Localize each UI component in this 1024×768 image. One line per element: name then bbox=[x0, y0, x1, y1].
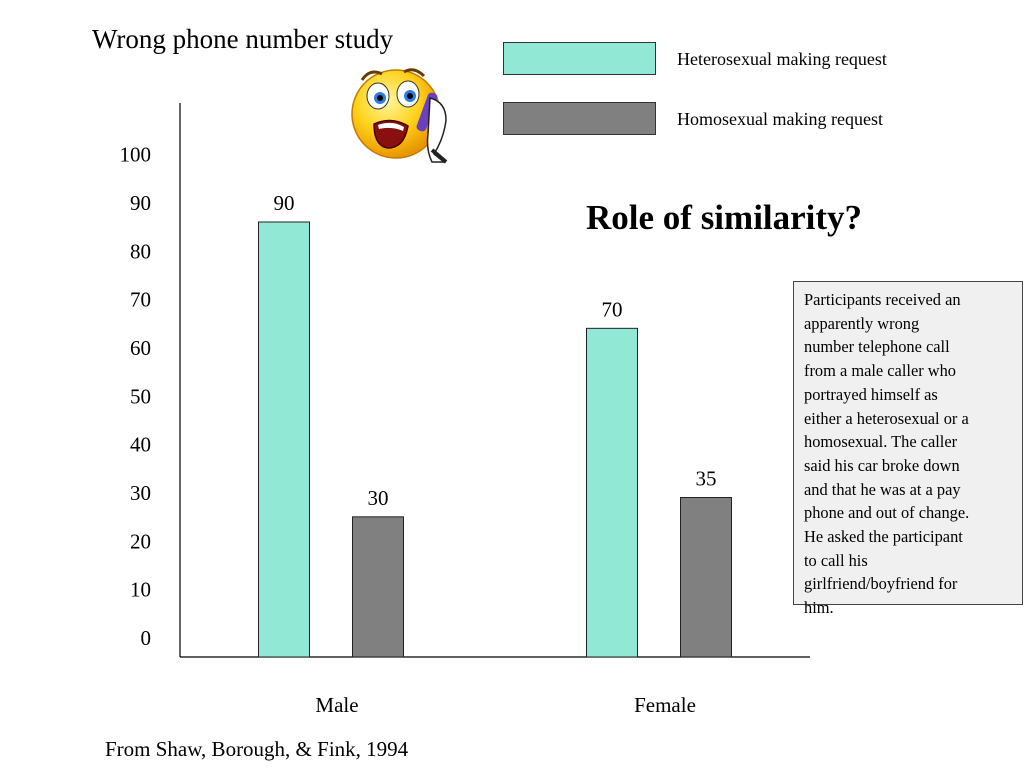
note-line: to call his bbox=[804, 550, 868, 570]
bar-value-label: 30 bbox=[368, 486, 389, 510]
note-line: and that he was at a pay bbox=[804, 479, 961, 499]
bar-value-label: 90 bbox=[274, 191, 295, 215]
bar bbox=[352, 516, 404, 658]
y-tick-label: 10 bbox=[130, 578, 151, 602]
bar bbox=[258, 221, 310, 658]
bar bbox=[586, 327, 638, 658]
slide-title: Wrong phone number study bbox=[92, 24, 394, 54]
y-tick-label: 80 bbox=[130, 239, 151, 263]
note-line: either a heterosexual or a bbox=[804, 408, 969, 428]
note-line: apparently wrong bbox=[804, 313, 920, 333]
note-line: said his car broke down bbox=[804, 455, 960, 475]
bar-value-label: 35 bbox=[696, 467, 717, 491]
shocked-face-on-phone-icon bbox=[351, 68, 448, 164]
note-line: phone and out of change. bbox=[804, 503, 970, 523]
note-line: He asked the participant bbox=[804, 527, 963, 547]
legend-label-homosexual: Homosexual making request bbox=[677, 109, 883, 129]
legend-swatch-heterosexual bbox=[503, 42, 656, 75]
note-line: him. bbox=[804, 598, 834, 618]
note-line: portrayed himself as bbox=[804, 384, 938, 404]
y-tick-label: 100 bbox=[120, 143, 152, 167]
note-line: number telephone call bbox=[804, 337, 950, 357]
note-line: Participants received an bbox=[804, 290, 961, 309]
x-category-label: Male bbox=[315, 693, 358, 717]
y-tick-label: 60 bbox=[130, 336, 151, 360]
note-line: girlfriend/boyfriend for bbox=[804, 574, 958, 594]
y-tick-label: 50 bbox=[130, 384, 151, 408]
legend-label-heterosexual: Heterosexual making request bbox=[677, 49, 887, 69]
note-line: homosexual. The caller bbox=[804, 432, 958, 452]
source-citation: From Shaw, Borough, & Fink, 1994 bbox=[105, 737, 409, 761]
bar bbox=[680, 497, 732, 658]
y-tick-label: 70 bbox=[130, 288, 151, 312]
y-tick-label: 40 bbox=[130, 433, 151, 457]
y-tick-label: 0 bbox=[141, 626, 152, 650]
bar-value-label: 70 bbox=[602, 297, 623, 321]
y-tick-label: 30 bbox=[130, 481, 151, 505]
note-line: from a male caller who bbox=[804, 361, 956, 381]
y-tick-label: 90 bbox=[130, 191, 151, 215]
slide-heading: Role of similarity? bbox=[586, 198, 863, 237]
study-description-note: Participants received an apparently wron… bbox=[793, 281, 1023, 617]
x-category-label: Female bbox=[634, 693, 696, 717]
y-tick-label: 20 bbox=[130, 529, 151, 553]
legend-swatch-homosexual bbox=[503, 102, 656, 135]
